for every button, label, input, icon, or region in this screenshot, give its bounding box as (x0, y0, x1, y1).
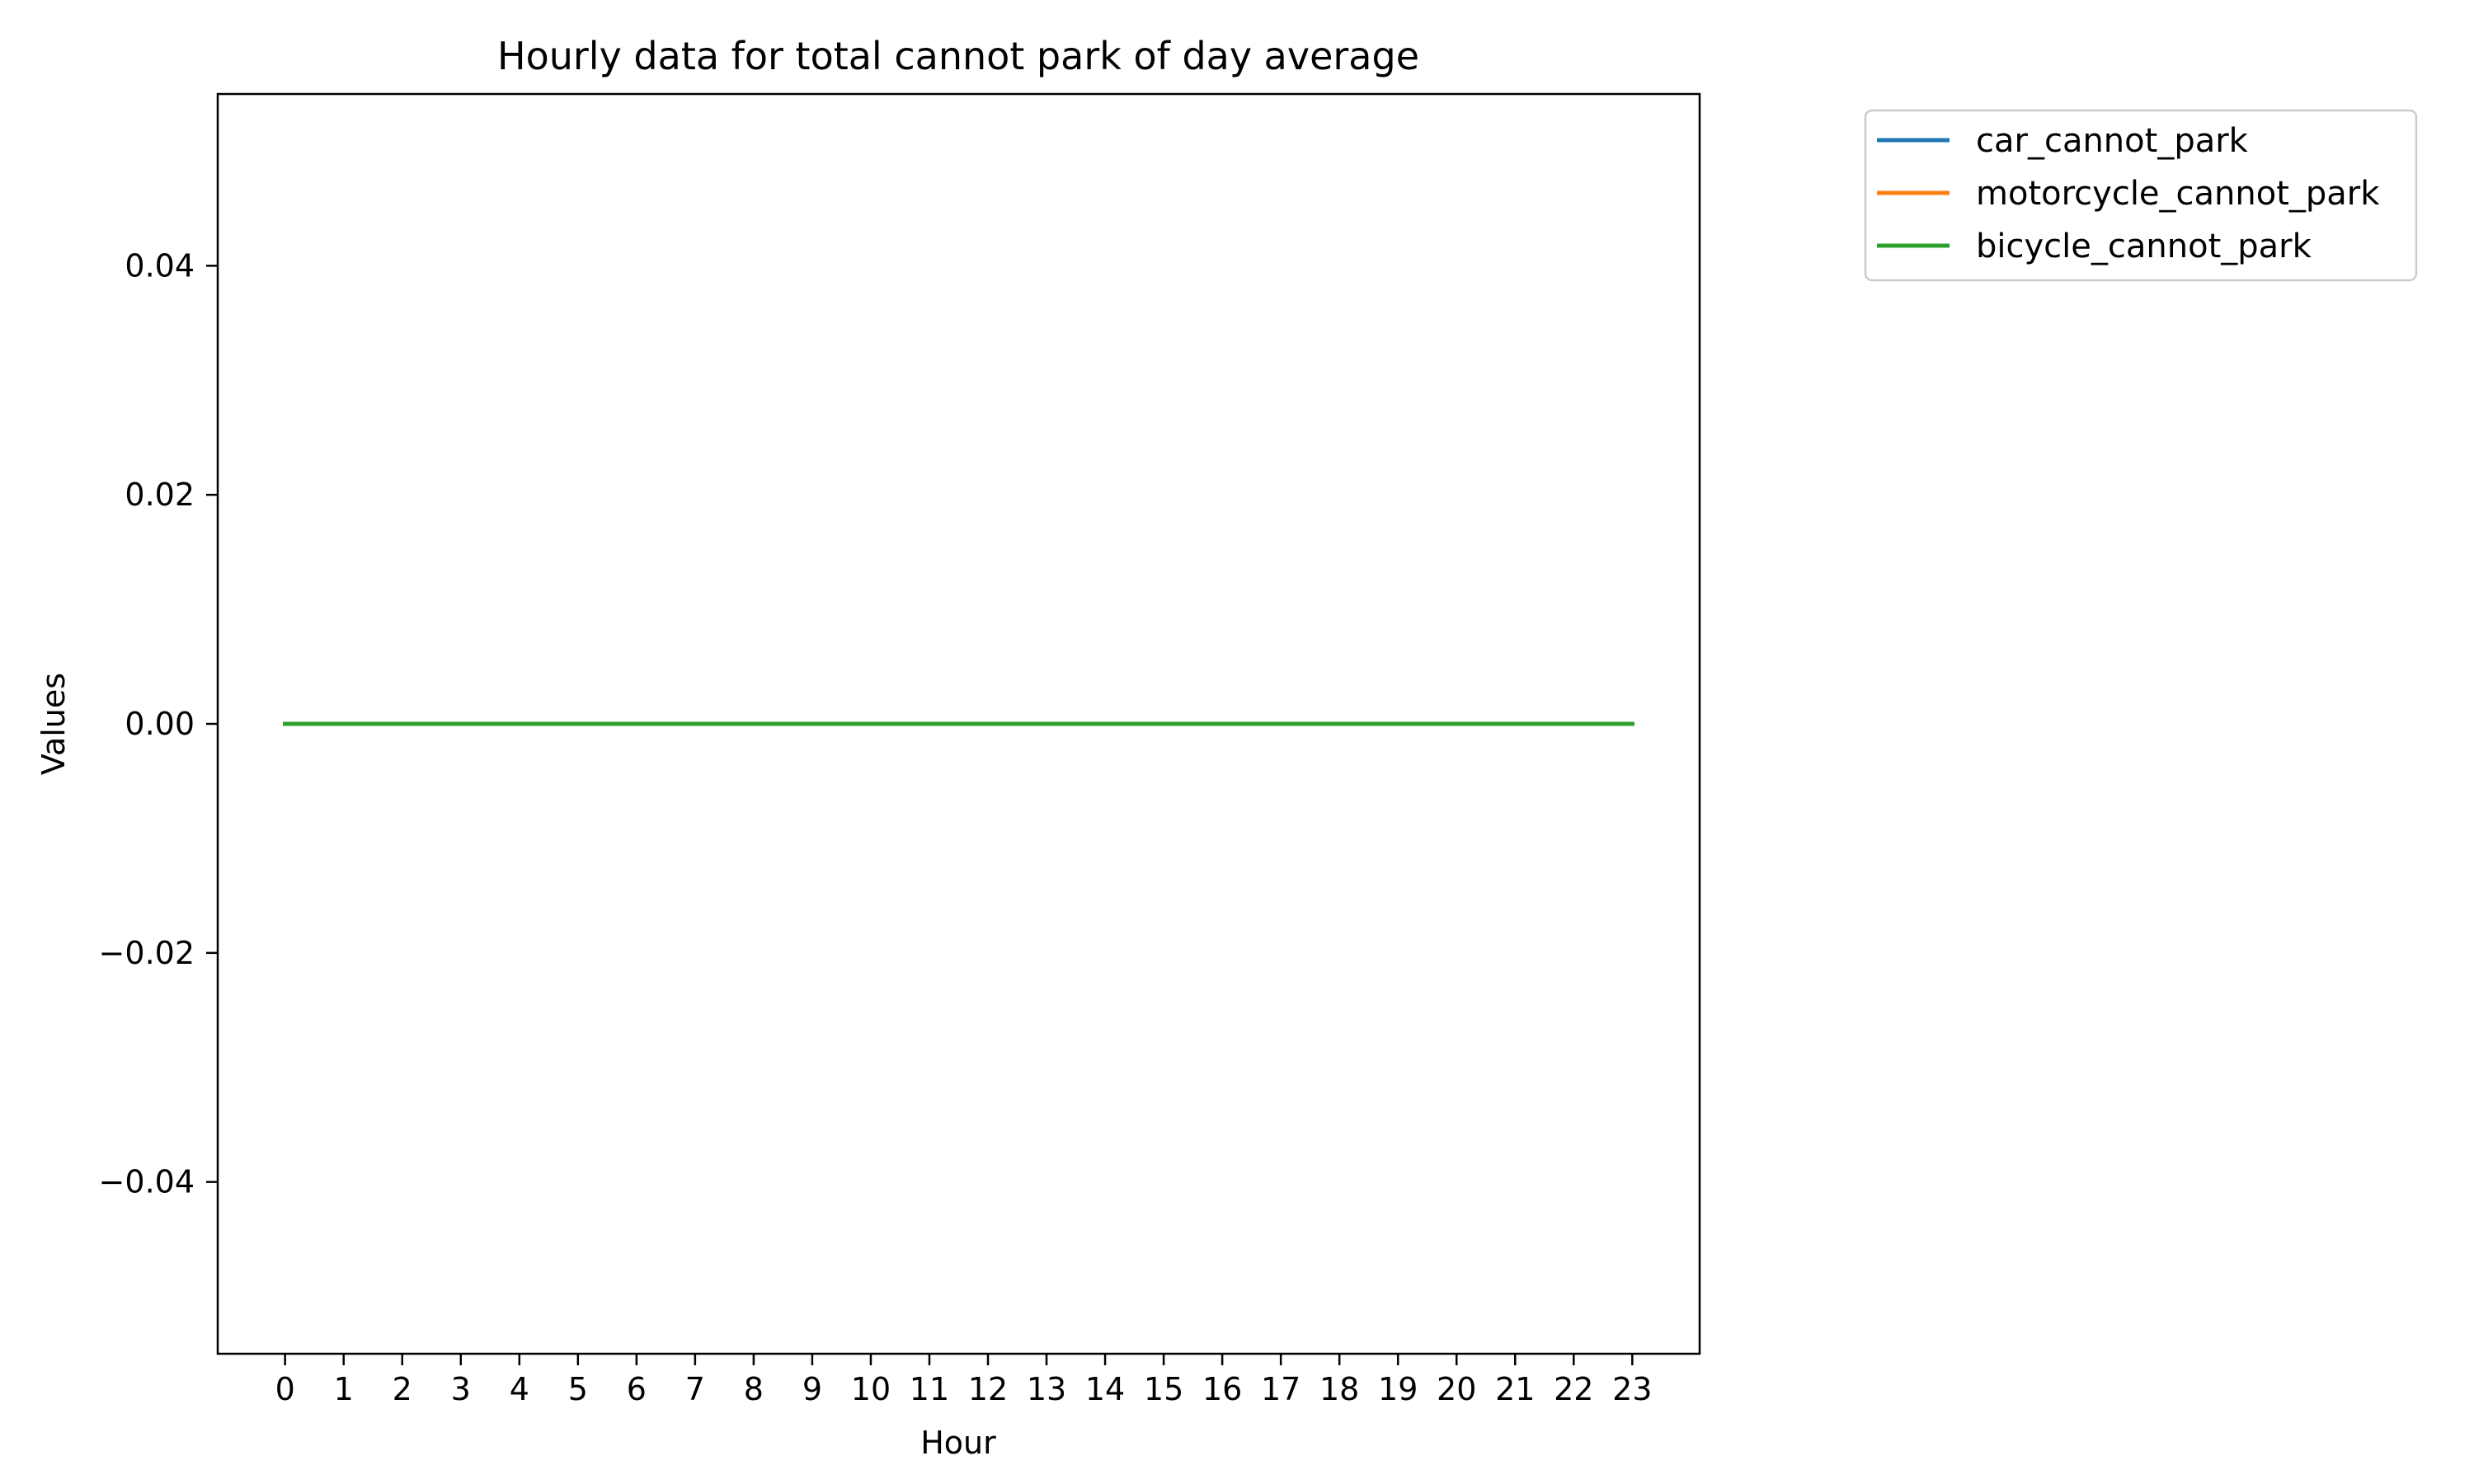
x-tick-label: 14 (1085, 1371, 1125, 1407)
x-tick-label: 21 (1495, 1371, 1535, 1407)
x-tick-label: 5 (568, 1371, 588, 1407)
x-tick-label: 15 (1144, 1371, 1183, 1407)
x-tick-label: 9 (802, 1371, 822, 1407)
y-tick-label: −0.04 (99, 1164, 195, 1200)
x-tick-label: 3 (451, 1371, 471, 1407)
legend-label: bicycle_cannot_park (1976, 228, 2312, 265)
plot-area (216, 92, 1701, 1355)
y-axis-label: Values (35, 673, 72, 775)
x-axis: 0 1 2 3 4 5 6 7 8 9 10 11 12 13 14 15 16 17 18 19 20 21 22 23 (275, 1354, 1652, 1407)
x-tick-label: 18 (1319, 1371, 1359, 1407)
x-tick-label: 19 (1378, 1371, 1418, 1407)
x-tick-label: 11 (910, 1371, 949, 1407)
x-tick-label: 13 (1027, 1371, 1066, 1407)
x-tick-label: 17 (1261, 1371, 1300, 1407)
x-tick-label: 7 (685, 1371, 705, 1407)
x-tick-label: 23 (1612, 1371, 1652, 1407)
x-tick-label: 10 (851, 1371, 891, 1407)
legend-label: car_cannot_park (1976, 122, 2249, 160)
legend-items: car_cannot_park motorcycle_cannot_parkbic… (1877, 122, 2380, 265)
y-axis: 0.04 0.02 0.00 −0.02 −0.04 (99, 247, 218, 1200)
legend-frame (1864, 109, 2418, 282)
y-tick-label: 0.04 (125, 247, 195, 284)
x-tick-label: 2 (393, 1371, 412, 1407)
y-tick-label: 0.00 (125, 706, 195, 742)
y-tick-label: −0.02 (99, 935, 195, 971)
x-tick-label: 8 (744, 1371, 764, 1407)
legend: car_cannot_park motorcycle_cannot_parkbic… (1864, 109, 2418, 282)
y-tick-label: 0.02 (125, 477, 195, 513)
x-tick-label: 0 (275, 1371, 295, 1407)
x-tick-label: 1 (334, 1371, 354, 1407)
legend-label: motorcycle_cannot_park (1976, 175, 2380, 213)
x-tick-label: 20 (1437, 1371, 1476, 1407)
x-axis-label: Hour (920, 1425, 996, 1461)
x-tick-label: 12 (968, 1371, 1008, 1407)
x-tick-label: 16 (1202, 1371, 1242, 1407)
chart-title: Hourly data for total cannot park of day… (497, 34, 1419, 78)
x-tick-label: 22 (1554, 1371, 1593, 1407)
x-tick-label: 4 (510, 1371, 529, 1407)
x-tick-label: 6 (627, 1371, 647, 1407)
